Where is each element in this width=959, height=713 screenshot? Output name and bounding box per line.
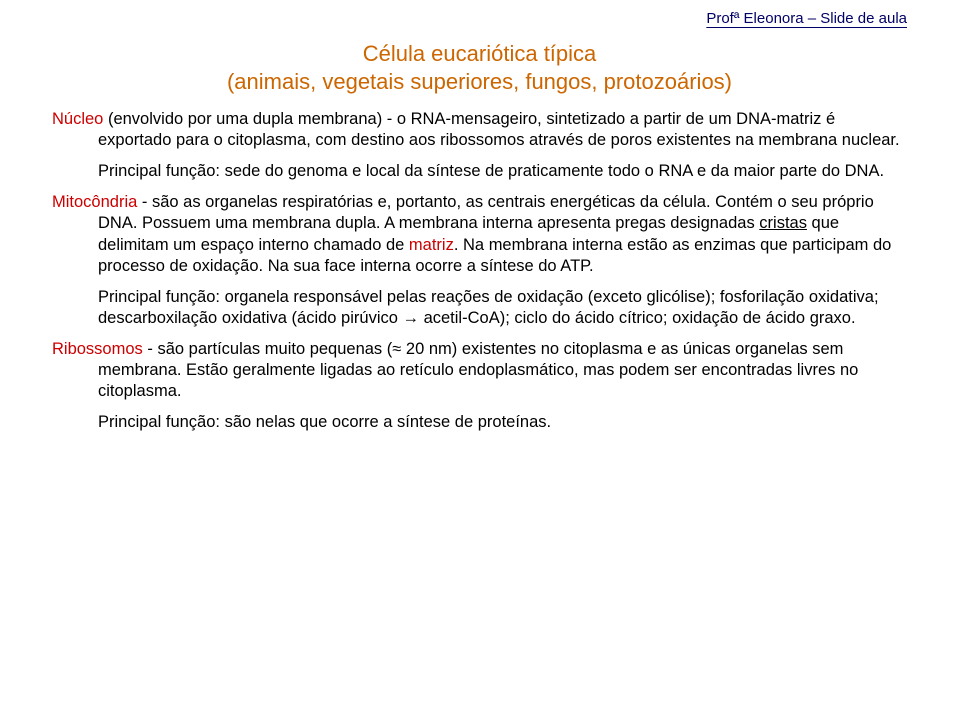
mito-paragraph: Mitocôndria - são as organelas respirató… (52, 192, 907, 276)
title-block: Célula eucariótica típica (animais, vege… (52, 40, 907, 95)
ribo-paragraph: Ribossomos - são partículas muito pequen… (52, 339, 907, 402)
ribo-func: Principal função: são nelas que ocorre a… (52, 412, 907, 433)
mito-func: Principal função: organela responsável p… (52, 287, 907, 329)
mito-func-post: acetil-CoA); ciclo do ácido cítrico; oxi… (419, 309, 856, 327)
approx-icon: ≈ (392, 340, 401, 358)
slide-page: Profª Eleonora – Slide de aula Célula eu… (0, 0, 959, 713)
body-text: Núcleo (envolvido por uma dupla membrana… (52, 109, 907, 433)
title-line-2: (animais, vegetais superiores, fungos, p… (52, 68, 907, 96)
mito-matriz: matriz (409, 236, 454, 254)
mito-pre: - são as organelas respiratórias e, port… (98, 193, 874, 232)
nucleo-paragraph: Núcleo (envolvido por uma dupla membrana… (52, 109, 907, 151)
ribo-term: Ribossomos (52, 340, 143, 358)
nucleo-term: Núcleo (52, 110, 103, 128)
title-line-1: Célula eucariótica típica (52, 40, 907, 68)
slide-header: Profª Eleonora – Slide de aula (706, 10, 907, 27)
mito-cristas: cristas (759, 214, 807, 232)
nucleo-text: (envolvido por uma dupla membrana) - o R… (98, 110, 900, 149)
nucleo-func: Principal função: sede do genoma e local… (52, 161, 907, 182)
arrow-icon: → (403, 309, 420, 327)
mito-term: Mitocôndria (52, 193, 137, 211)
ribo-pre: - são partículas muito pequenas ( (143, 340, 392, 358)
